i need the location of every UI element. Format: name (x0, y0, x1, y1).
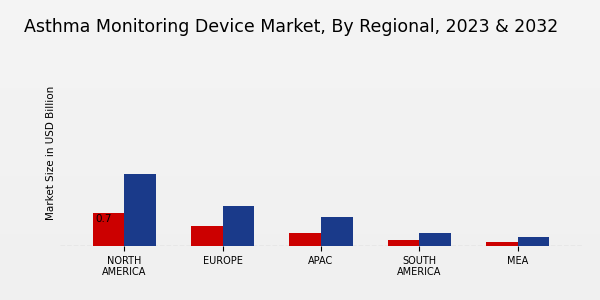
Y-axis label: Market Size in USD Billion: Market Size in USD Billion (46, 86, 56, 220)
Bar (321, 217, 353, 246)
Bar (191, 226, 223, 246)
Bar (419, 233, 451, 246)
Bar (223, 206, 254, 246)
Bar (124, 174, 155, 246)
Bar (289, 233, 321, 246)
Bar (487, 242, 518, 246)
Text: Asthma Monitoring Device Market, By Regional, 2023 & 2032: Asthma Monitoring Device Market, By Regi… (24, 18, 558, 36)
Bar (92, 214, 124, 246)
Text: 0.7: 0.7 (95, 214, 112, 224)
Bar (388, 240, 419, 246)
Bar (518, 237, 550, 246)
